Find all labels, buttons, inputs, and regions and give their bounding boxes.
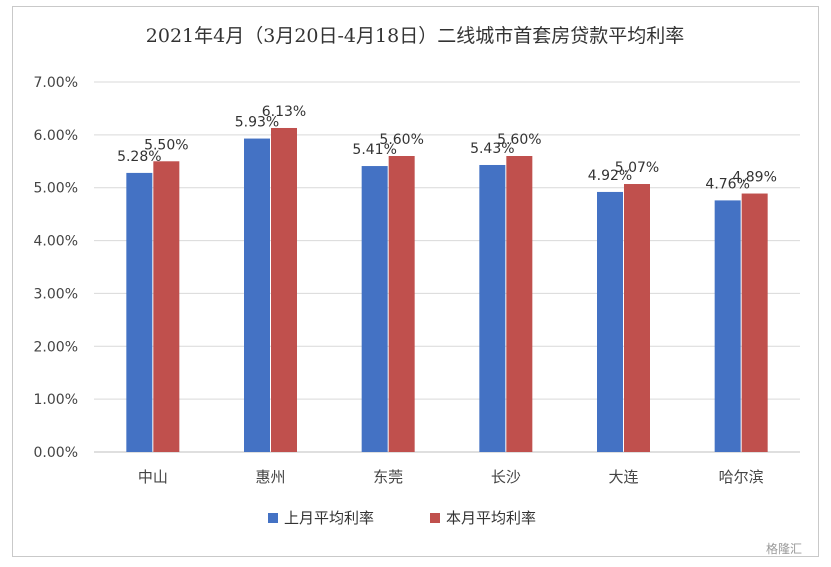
data-label: 5.41% [352,142,396,158]
bar [126,172,153,452]
y-tick-label: 1.00% [34,392,78,408]
bar [479,164,506,452]
data-label: 5.43% [470,141,514,157]
legend-swatch [430,513,440,523]
bar [153,161,180,453]
bar [624,184,650,452]
y-tick-label: 5.00% [34,181,78,197]
data-label: 5.28% [117,149,161,165]
bar [741,193,768,452]
x-tick-label: 长沙 [491,468,521,486]
y-tick-label: 2.00% [34,339,78,355]
x-tick-label: 惠州 [255,468,285,486]
data-label: 5.93% [235,115,279,131]
bar [597,191,623,452]
y-tick-label: 0.00% [34,445,78,461]
y-tick-label: 3.00% [34,286,78,302]
bar [714,200,741,452]
y-tick-label: 4.00% [34,234,78,250]
legend-label: 本月平均利率 [446,509,536,527]
x-tick-label: 东莞 [373,468,403,486]
bar [244,138,270,453]
bar [361,166,388,453]
x-tick-label: 大连 [608,468,638,486]
x-tick-label: 哈尔滨 [719,468,764,486]
y-tick-label: 7.00% [34,75,78,91]
legend-label: 上月平均利率 [284,509,374,527]
x-tick-label: 中山 [138,468,168,486]
data-label: 4.92% [588,168,632,184]
y-tick-label: 6.00% [34,128,78,144]
watermark-text: 格隆汇 [766,541,802,556]
data-label: 5.60% [379,132,423,148]
bar [271,127,297,452]
data-label: 4.89% [732,170,776,186]
data-label: 5.60% [497,132,541,148]
legend-swatch [268,513,278,523]
data-label: 4.76% [705,176,749,192]
chart-title: 2021年4月（3月20日-4月18日）二线城市首套房贷款平均利率 [146,25,684,47]
data-label: 5.07% [615,160,659,176]
data-label: 6.13% [262,104,306,120]
data-label: 5.50% [144,137,188,153]
bar [388,156,415,452]
legend: 上月平均利率 本月平均利率 [268,509,536,527]
bar [506,156,533,452]
